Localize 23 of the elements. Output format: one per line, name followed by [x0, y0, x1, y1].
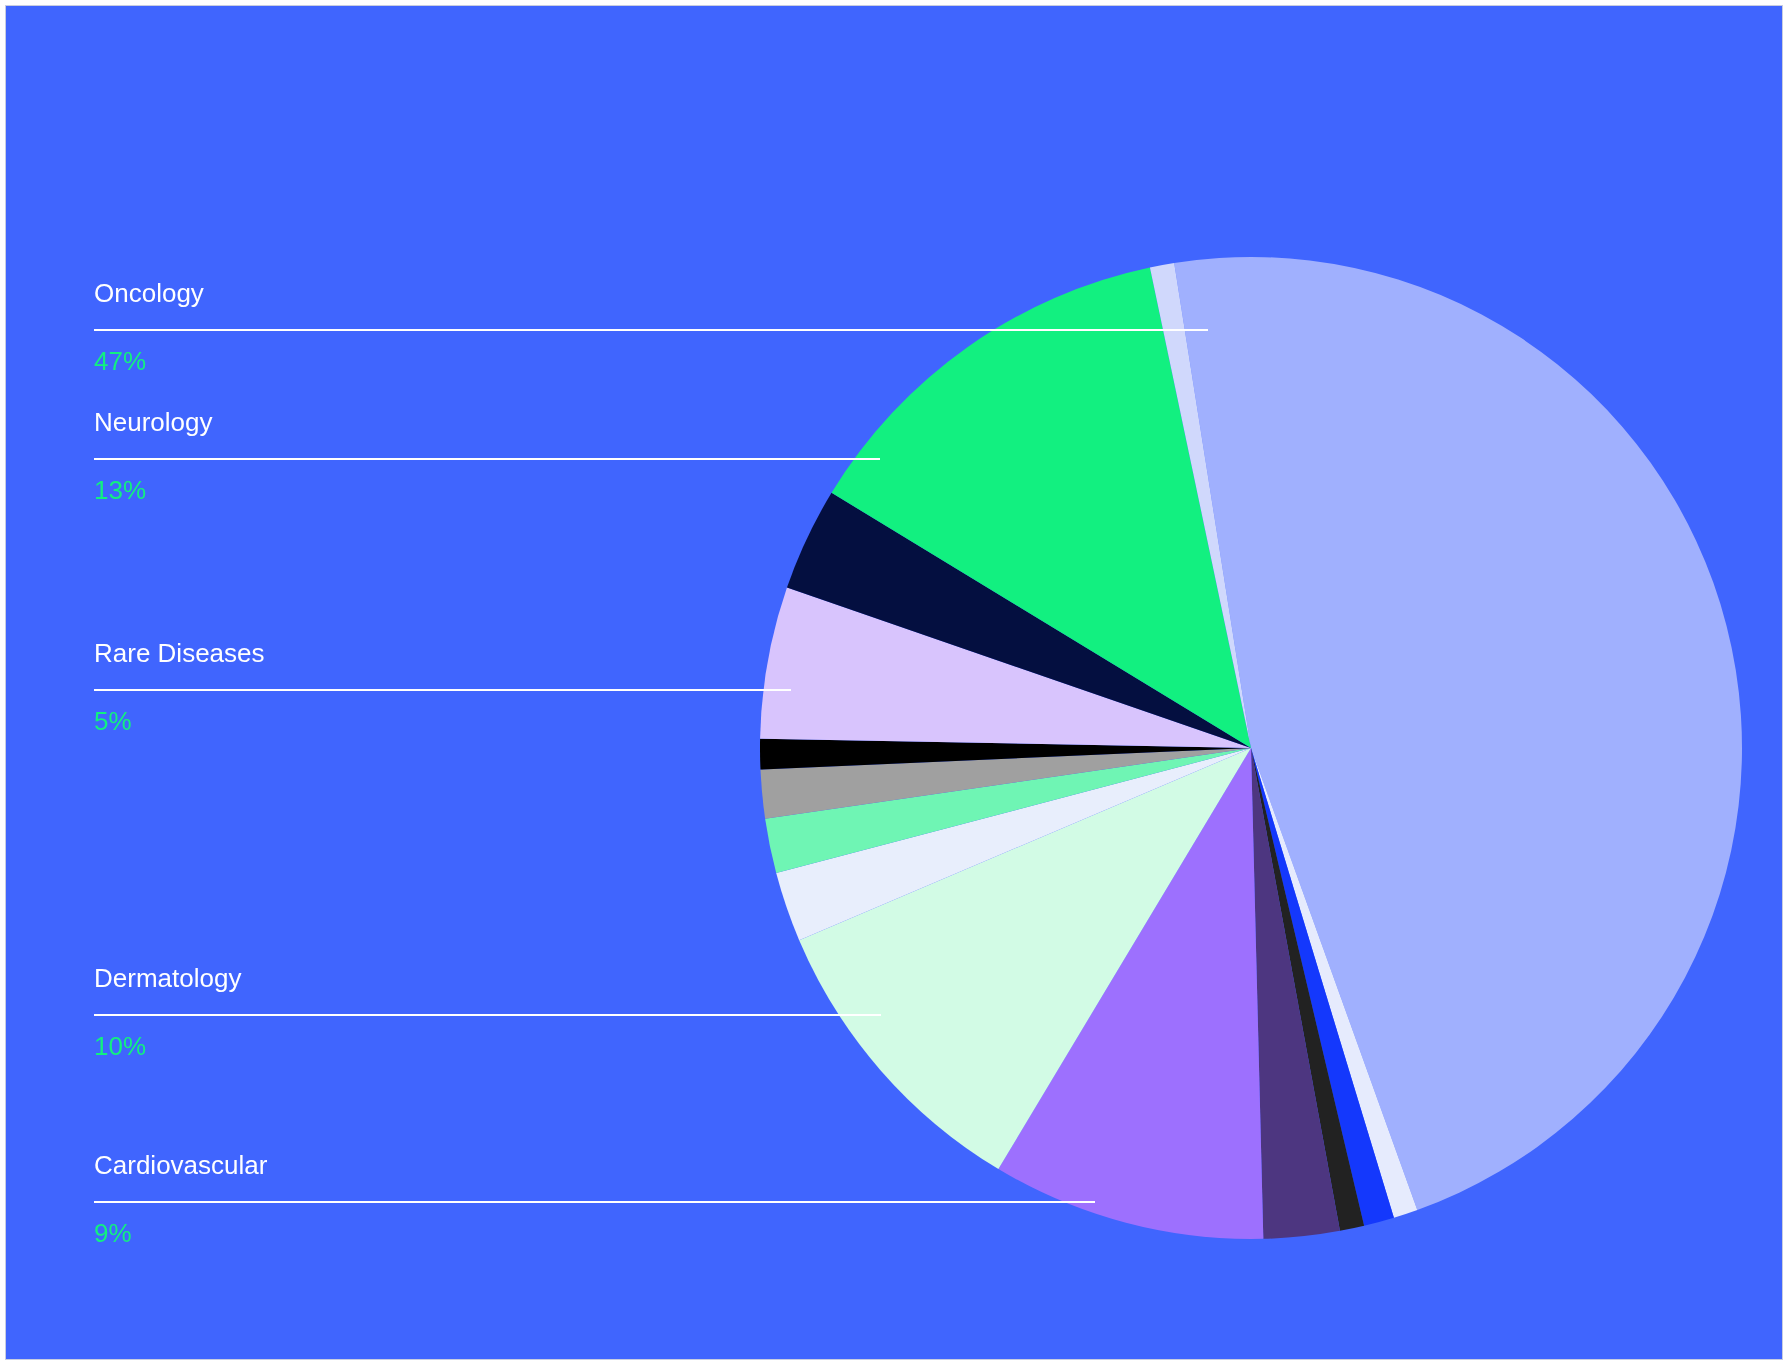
slice-label: Rare Diseases	[94, 637, 265, 668]
data-label: 10%	[94, 1030, 147, 1061]
pie-slice	[831, 267, 1251, 748]
pie-slice	[765, 748, 1251, 874]
pie-slice	[998, 748, 1264, 1239]
data-label: 5%	[94, 705, 132, 736]
slice-label: Cardiovascular	[94, 1149, 268, 1180]
pie-slice	[1251, 748, 1340, 1239]
data-label: 13%	[94, 474, 147, 505]
pie-slice	[1251, 748, 1418, 1218]
data-label: 9%	[94, 1217, 132, 1248]
pie-slice	[760, 748, 1251, 819]
pie-slice	[1251, 748, 1365, 1231]
data-label: 47%	[94, 345, 147, 376]
pie-slice	[776, 748, 1251, 941]
slice-label: Dermatology	[94, 962, 242, 993]
slice-label: Oncology	[94, 277, 204, 308]
slice-label: Neurology	[94, 406, 213, 437]
pie-slice	[1174, 257, 1742, 1210]
pie-slice	[760, 587, 1251, 748]
pie-slice	[1149, 263, 1251, 748]
pie-slice	[786, 492, 1251, 748]
pie-slice	[799, 748, 1251, 1170]
